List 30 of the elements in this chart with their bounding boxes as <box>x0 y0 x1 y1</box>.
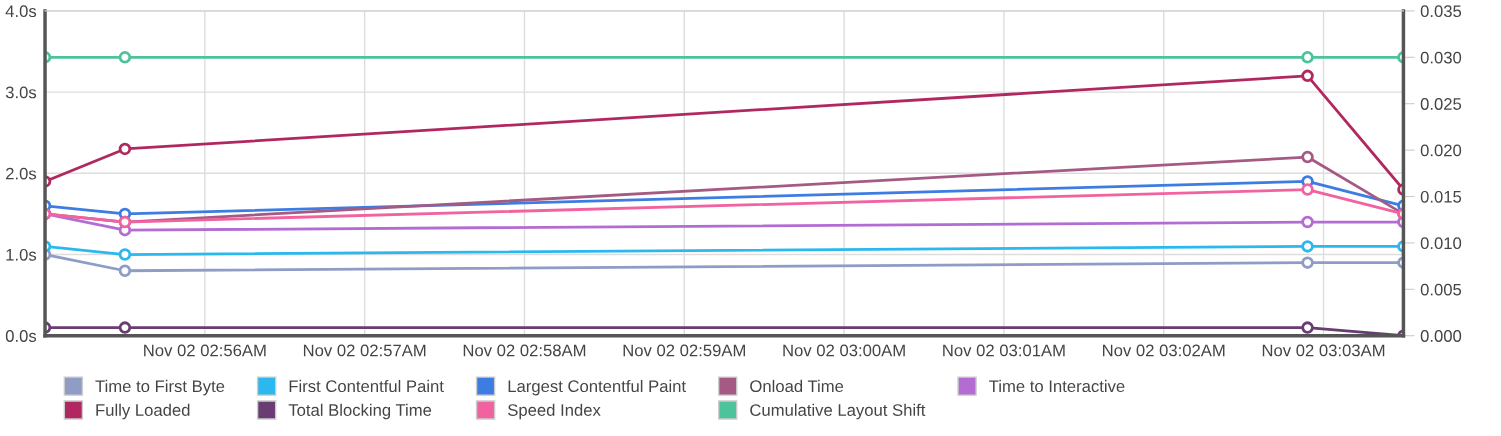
y2-tick-label: 0.035 <box>1420 5 1462 18</box>
legend-label: First Contentful Paint <box>289 379 444 393</box>
y2-tick-label: 0.005 <box>1420 283 1462 296</box>
x-tick-label: Nov 02 03:03AM <box>1262 344 1385 357</box>
x-tick-label: Nov 02 02:59AM <box>623 344 745 357</box>
legend-label: Fully Loaded <box>96 403 190 420</box>
y2-tick-label: 0.000 <box>1420 330 1462 342</box>
legend-label: Time to Interactive <box>989 379 1125 393</box>
x-tick-label: Nov 02 03:02AM <box>1103 344 1225 357</box>
y2-tick-label: 0.020 <box>1420 144 1462 157</box>
y2-tick-label: 0.030 <box>1420 51 1462 64</box>
x-tick-label: Nov 02 03:00AM <box>783 344 905 357</box>
legend-label: Onload Time <box>750 379 844 393</box>
y-tick-label: 2.0s <box>6 167 37 180</box>
x-tick-label: Nov 02 02:56AM <box>144 344 266 357</box>
legend-label: Speed Index <box>508 403 601 420</box>
legend-label: Largest Contentful Paint <box>508 379 686 396</box>
y2-tick-label: 0.015 <box>1420 190 1462 203</box>
x-tick-label: Nov 02 03:01AM <box>943 344 1065 357</box>
y-tick-label: 0.0s <box>5 330 37 342</box>
legend-label: Time to First Byte <box>95 379 225 396</box>
y-tick-label: 3.0s <box>5 86 37 99</box>
y2-tick-label: 0.010 <box>1420 237 1462 250</box>
x-tick-label: Nov 02 02:58AM <box>463 344 586 357</box>
y2-tick-label: 0.025 <box>1420 98 1462 110</box>
y-tick-label: 4.0s <box>5 5 37 18</box>
x-tick-label: Nov 02 02:57AM <box>303 344 426 357</box>
legend-label: Total Blocking Time <box>288 403 432 420</box>
legend-label: Cumulative Layout Shift <box>750 403 926 420</box>
y-tick-label: 1.0s <box>6 248 37 261</box>
